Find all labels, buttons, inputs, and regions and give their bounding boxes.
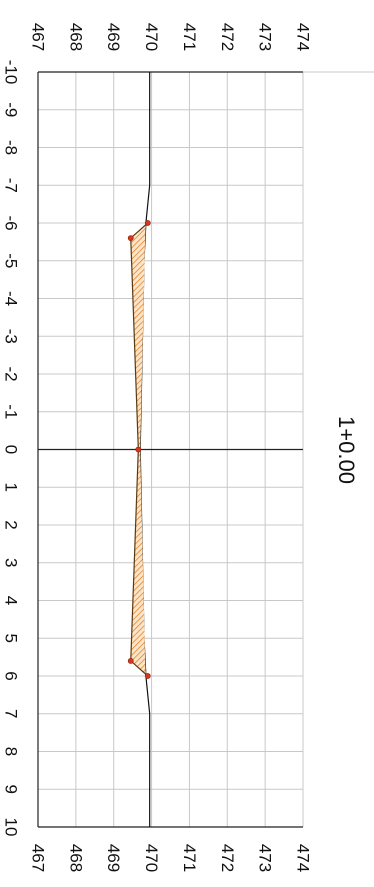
vertex-point bbox=[144, 673, 151, 679]
tick-label-offset: 6 bbox=[2, 671, 21, 680]
vertex-point bbox=[144, 220, 151, 226]
tick-label-offset: 3 bbox=[2, 558, 21, 567]
tick-label-offset: 5 bbox=[2, 634, 21, 643]
tick-label-offset: 8 bbox=[2, 747, 21, 756]
tick-label-elevation-bottom: 472 bbox=[218, 844, 237, 872]
tick-label-elevation-top: 469 bbox=[104, 23, 123, 51]
tick-label-offset: -6 bbox=[2, 215, 21, 230]
tick-label-elevation-top: 467 bbox=[29, 23, 48, 51]
tick-label-elevation-top: 470 bbox=[142, 23, 161, 51]
tick-label-offset: -2 bbox=[2, 366, 21, 381]
tick-label-offset: -10 bbox=[2, 60, 21, 85]
tick-label-offset: 1 bbox=[2, 483, 21, 492]
tick-label-offset: 9 bbox=[2, 785, 21, 794]
vertex-point bbox=[127, 658, 134, 664]
vertex-point bbox=[127, 235, 134, 241]
tick-labels: -10-9-8-7-6-5-4-3-2-10123456789104674674… bbox=[2, 23, 313, 872]
axes bbox=[37, 71, 374, 828]
tick-label-elevation-bottom: 468 bbox=[66, 844, 85, 872]
tick-label-elevation-bottom: 474 bbox=[294, 844, 313, 872]
tick-label-elevation-bottom: 470 bbox=[142, 844, 161, 872]
tick-label-elevation-top: 468 bbox=[66, 23, 85, 51]
vertex-point bbox=[135, 446, 142, 453]
tick-label-elevation-top: 472 bbox=[218, 23, 237, 51]
tick-label-offset: 0 bbox=[2, 445, 21, 454]
vertex-layer bbox=[127, 220, 151, 679]
tick-label-offset: 2 bbox=[2, 520, 21, 529]
tick-label-offset: 7 bbox=[2, 709, 21, 718]
tick-label-elevation-bottom: 471 bbox=[180, 844, 199, 872]
tick-label-elevation-bottom: 473 bbox=[256, 844, 275, 872]
tick-label-elevation-top: 471 bbox=[180, 23, 199, 51]
tick-label-elevation-bottom: 467 bbox=[29, 844, 48, 872]
tick-label-elevation-bottom: 469 bbox=[104, 844, 123, 872]
tick-label-elevation-top: 473 bbox=[256, 23, 275, 51]
tick-label-offset: -7 bbox=[2, 178, 21, 193]
tick-label-offset: -5 bbox=[2, 253, 21, 268]
chart-title: 1+0.00 bbox=[334, 416, 359, 484]
tick-label-offset: 10 bbox=[2, 818, 21, 837]
tick-label-elevation-top: 474 bbox=[294, 23, 313, 51]
tick-label-offset: -3 bbox=[2, 329, 21, 344]
tick-label-offset: -8 bbox=[2, 140, 21, 155]
tick-label-offset: -4 bbox=[2, 291, 21, 306]
tick-label-offset: -1 bbox=[2, 404, 21, 419]
tick-label-offset: -9 bbox=[2, 102, 21, 117]
tick-label-offset: 4 bbox=[2, 596, 21, 605]
